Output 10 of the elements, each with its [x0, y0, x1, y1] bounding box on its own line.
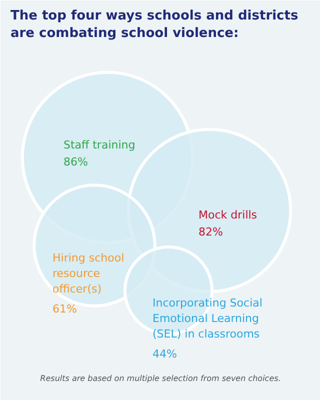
text: Results are based on multiple selection from seven choices.: [40, 374, 281, 383]
data-label: 86%: [64, 156, 88, 168]
data-label: 82%: [198, 226, 223, 238]
category-label: Incorporating Social Emotional Learning (SEL) in classrooms: [152, 296, 262, 341]
category-label: Hiring school resource officer(s): [52, 252, 124, 296]
data-label: 44%: [152, 348, 177, 360]
text: The top four ways schools and districts are combating school violence:: [10, 8, 298, 41]
category-label: Mock drills: [198, 208, 258, 222]
data-label: 61%: [52, 302, 77, 316]
category-label: Staff training: [64, 138, 136, 152]
